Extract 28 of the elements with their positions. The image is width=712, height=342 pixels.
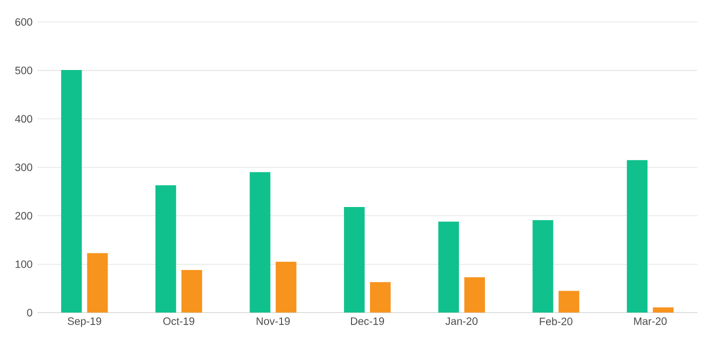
y-tick-label: 100 xyxy=(16,260,32,268)
y-tick-label: 300 xyxy=(15,164,32,172)
bar xyxy=(87,253,108,313)
y-tick-label: 400 xyxy=(15,115,32,123)
bar xyxy=(464,277,485,313)
bar xyxy=(532,220,554,313)
bar xyxy=(61,70,82,313)
y-tick-label: 0 xyxy=(27,308,32,316)
bar xyxy=(344,207,365,313)
y-tick-label: 500 xyxy=(15,66,32,74)
bar xyxy=(250,172,270,313)
x-tick-label: Sep-19 xyxy=(68,317,102,328)
x-tick-label: Feb-20 xyxy=(540,317,572,326)
bar xyxy=(370,282,391,313)
bar xyxy=(652,307,674,313)
bar xyxy=(155,185,176,313)
x-tick-label: Mar-20 xyxy=(634,317,667,325)
bar xyxy=(626,160,648,313)
x-tick-label: Nov-19 xyxy=(256,317,290,325)
y-tick-label: 600 xyxy=(15,18,32,26)
x-tick-label: Dec-19 xyxy=(351,317,384,325)
bar xyxy=(181,270,202,313)
y-tick-label: 200 xyxy=(15,212,32,220)
x-tick-label: Oct-19 xyxy=(163,317,194,325)
bar xyxy=(558,290,580,313)
bar xyxy=(438,222,459,313)
bar xyxy=(276,262,296,313)
x-tick-label: Jan-20 xyxy=(445,317,478,325)
